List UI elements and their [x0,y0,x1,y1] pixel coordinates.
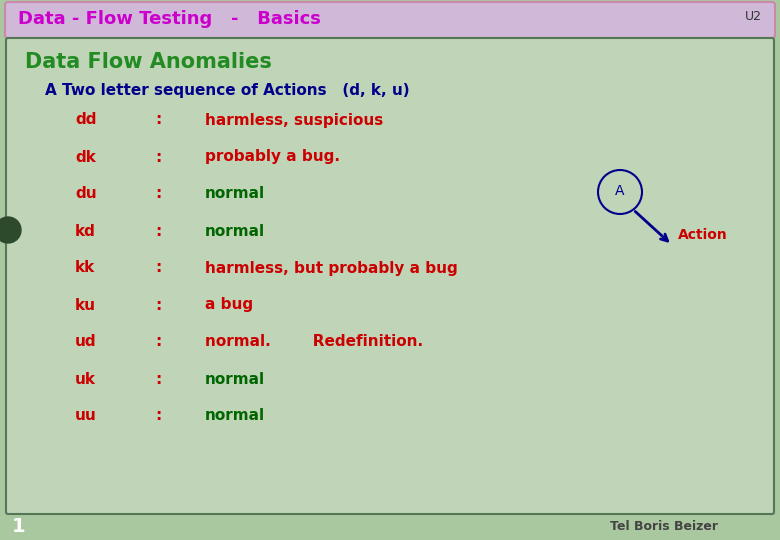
Text: :: : [155,260,161,275]
Text: :: : [155,224,161,239]
Text: :: : [155,186,161,201]
Text: ud: ud [75,334,97,349]
Text: Data - Flow Testing   -   Basics: Data - Flow Testing - Basics [18,10,321,28]
Text: 1: 1 [12,516,26,536]
Text: Action: Action [678,228,728,242]
Text: :: : [155,408,161,423]
Text: uu: uu [75,408,97,423]
FancyBboxPatch shape [5,2,775,38]
Text: harmless, but probably a bug: harmless, but probably a bug [205,260,458,275]
Text: du: du [75,186,97,201]
Text: Tel Boris Beizer: Tel Boris Beizer [610,519,718,532]
Text: kd: kd [75,224,96,239]
Text: dk: dk [75,150,96,165]
Text: :: : [155,150,161,165]
Text: :: : [155,372,161,387]
Circle shape [0,217,21,243]
Text: probably a bug.: probably a bug. [205,150,340,165]
Text: normal.        Redefinition.: normal. Redefinition. [205,334,423,349]
Text: ku: ku [75,298,96,313]
Text: :: : [155,334,161,349]
Text: normal: normal [205,372,265,387]
Text: A: A [615,184,625,198]
Text: normal: normal [205,224,265,239]
Text: Data Flow Anomalies: Data Flow Anomalies [25,52,272,72]
Text: normal: normal [205,408,265,423]
Text: a bug: a bug [205,298,254,313]
Text: dd: dd [75,112,97,127]
Text: kk: kk [75,260,95,275]
Text: A Two letter sequence of Actions   (d, k, u): A Two letter sequence of Actions (d, k, … [45,83,410,98]
Text: :: : [155,298,161,313]
Text: normal: normal [205,186,265,201]
Text: U2: U2 [745,10,762,24]
FancyBboxPatch shape [6,38,774,514]
Text: uk: uk [75,372,96,387]
Text: :: : [155,112,161,127]
Text: harmless, suspicious: harmless, suspicious [205,112,383,127]
